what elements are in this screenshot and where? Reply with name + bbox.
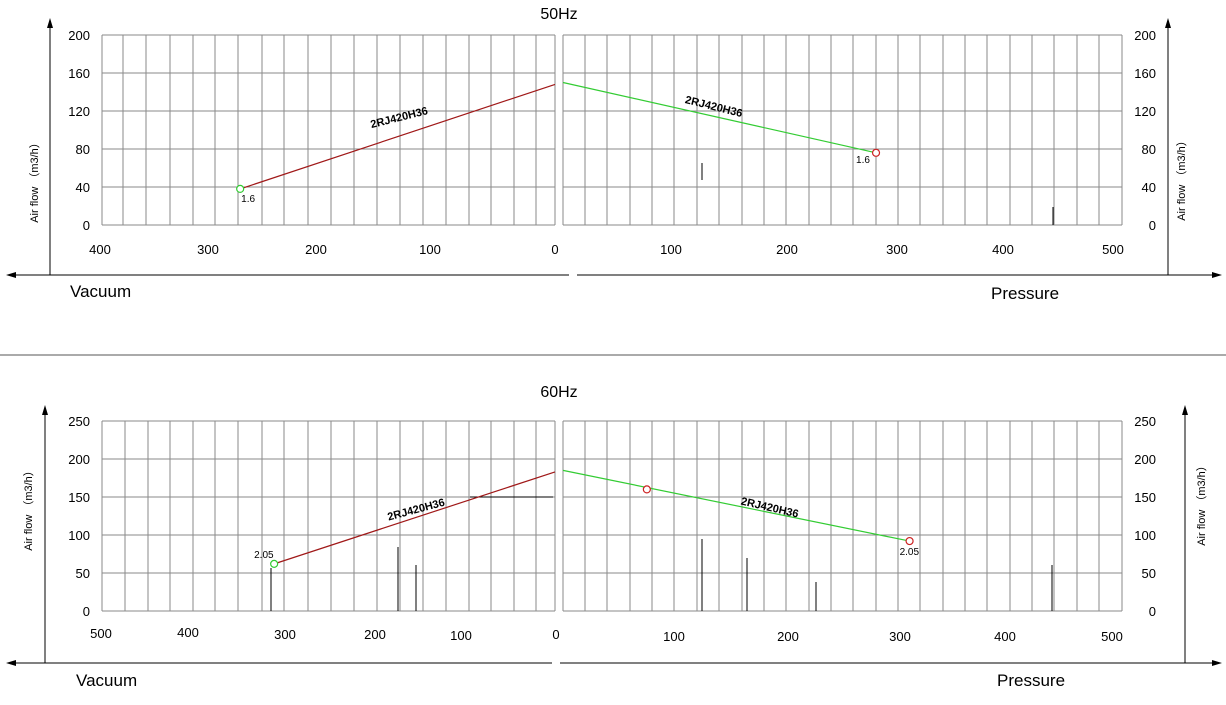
y-tick-label: 200 (1134, 28, 1156, 43)
y-tick-label: 50 (1142, 566, 1156, 581)
series-label: 2RJ420H36 (386, 497, 446, 524)
y-tick-label: 40 (76, 180, 90, 195)
y-tick-label: 160 (68, 66, 90, 81)
x-tick-label: 100 (663, 629, 685, 644)
pressure-label: Pressure (997, 671, 1065, 690)
y-tick-label: 160 (1134, 66, 1156, 81)
x-tick-label: 300 (886, 242, 908, 257)
y-tick-label: 120 (1134, 104, 1156, 119)
pressure-panel: 0 50 100 150 200 250 100 200 300 400 500 2RJ420H36 2… (562, 414, 1156, 690)
marker-label: 1.6 (241, 194, 255, 205)
x-tick-label: 300 (274, 627, 296, 642)
x-tick-label: 0 (551, 242, 558, 257)
series-line (239, 83, 556, 190)
y-tick-label: 40 (1142, 180, 1156, 195)
left-y-axis-label: Air flow （m3/h） (28, 137, 41, 223)
y-tick-label: 250 (1134, 414, 1156, 429)
operating-point-marker (871, 148, 881, 157)
marker-label: 2.05 (900, 547, 920, 558)
marker-label: 1.6 (856, 155, 870, 166)
y-tick-label: 100 (68, 528, 90, 543)
x-tick-label: 500 (1102, 242, 1124, 257)
vacuum-panel: 0 40 80 120 160 200 400 300 200 100 0 2RJ420H36 1.6 V… (68, 28, 558, 301)
chart-1: 60Hz Air flow （m3/h） Air flow （m3/h） 0 50 100… (14, 384, 1212, 690)
series-label: 2RJ420H36 (740, 496, 800, 521)
y-tick-label: 200 (68, 28, 90, 43)
y-tick-label: 150 (68, 490, 90, 505)
y-tick-label: 80 (76, 142, 90, 157)
x-tick-label: 200 (364, 627, 386, 642)
y-tick-label: 200 (68, 452, 90, 467)
y-tick-label: 200 (1134, 452, 1156, 467)
left-axis-arrow (42, 405, 48, 415)
x-tick-label: 500 (90, 626, 112, 641)
x-tick-label: 500 (1101, 629, 1123, 644)
x-tick-label: 400 (994, 629, 1016, 644)
series-line (562, 469, 910, 542)
x-tick-label: 400 (89, 242, 111, 257)
chart-title: 50Hz (540, 6, 577, 23)
vacuum-label: Vacuum (76, 671, 137, 690)
x-tick-label: 200 (305, 242, 327, 257)
x-tick-label: 100 (660, 242, 682, 257)
x-tick-label: 0 (552, 627, 559, 642)
x-tick-label: 200 (776, 242, 798, 257)
y-tick-label: 80 (1142, 142, 1156, 157)
operating-point-marker (642, 485, 651, 494)
vacuum-panel: 0 50 100 150 200 250 500 400 300 200 100 0 2RJ420H36… (68, 414, 559, 690)
chart-title: 60Hz (540, 384, 577, 401)
vacuum-label: Vacuum (70, 282, 131, 301)
y-tick-label: 120 (68, 104, 90, 119)
left-y-axis-label: Air flow （m3/h） (22, 465, 35, 551)
x-tick-label: 400 (177, 625, 199, 640)
pressure-axis-arrow (1212, 272, 1222, 278)
right-y-axis-label: Air flow （m3/h） (1175, 135, 1188, 221)
y-tick-label: 0 (1149, 604, 1156, 619)
right-axis-arrow (1165, 18, 1171, 28)
x-tick-label: 100 (450, 628, 472, 643)
marker-label: 2.05 (254, 550, 274, 561)
series-label: 2RJ420H36 (369, 105, 429, 131)
series-line (273, 471, 556, 565)
pressure-label: Pressure (991, 284, 1059, 303)
y-tick-label: 250 (68, 414, 90, 429)
y-tick-label: 100 (1134, 528, 1156, 543)
operating-point-marker (236, 184, 245, 193)
vacuum-axis-arrow (6, 660, 16, 666)
y-tick-label: 0 (83, 604, 90, 619)
x-tick-label: 200 (777, 629, 799, 644)
right-y-axis-label: Air flow （m3/h） (1195, 460, 1208, 546)
pressure-axis-arrow (1212, 660, 1222, 666)
y-tick-label: 150 (1134, 490, 1156, 505)
left-axis-arrow (47, 18, 53, 28)
y-tick-label: 0 (83, 218, 90, 233)
operating-point-marker (270, 559, 279, 568)
y-tick-label: 0 (1149, 218, 1156, 233)
chart-0: 50Hz Air flow （m3/h） Air flow （m3/h） 0 40 80 1… (14, 6, 1212, 303)
x-tick-label: 400 (992, 242, 1014, 257)
vacuum-axis-arrow (6, 272, 16, 278)
x-tick-label: 300 (197, 242, 219, 257)
y-tick-label: 50 (76, 566, 90, 581)
right-axis-arrow (1182, 405, 1188, 415)
x-tick-label: 100 (419, 242, 441, 257)
series-line (562, 81, 877, 154)
operating-point-marker (905, 536, 914, 546)
x-tick-label: 300 (889, 629, 911, 644)
